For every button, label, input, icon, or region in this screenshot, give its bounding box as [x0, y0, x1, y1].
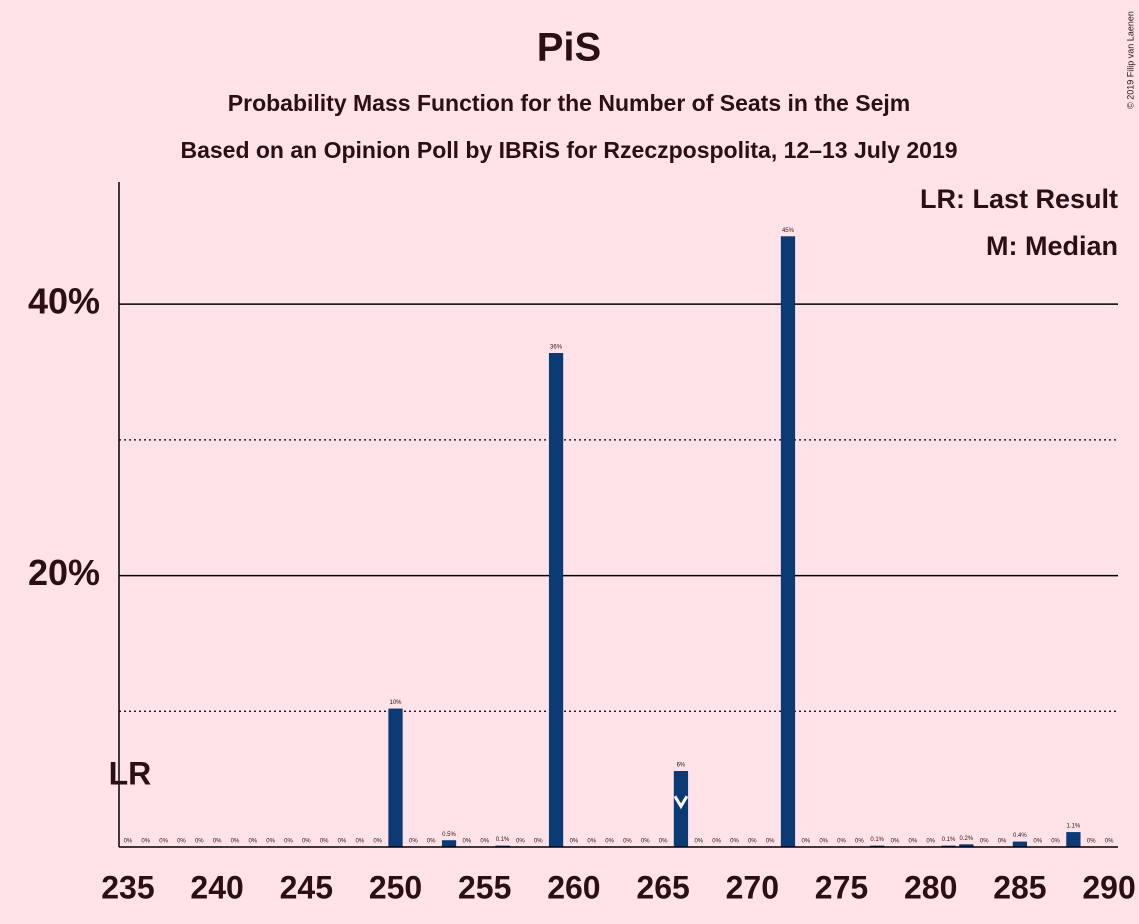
- value-label: 0%: [248, 839, 257, 845]
- value-label: 0%: [855, 839, 864, 845]
- value-label: 0%: [266, 839, 275, 845]
- x-tick-label: 275: [815, 869, 868, 905]
- value-label: 0%: [480, 839, 489, 845]
- value-label: 45%: [782, 228, 795, 234]
- value-label: 0%: [891, 839, 900, 845]
- x-tick-label: 245: [280, 869, 333, 905]
- value-label: 0%: [587, 839, 596, 845]
- x-tick-label: 265: [636, 869, 689, 905]
- value-label: 0%: [980, 839, 989, 845]
- x-tick-label: 260: [547, 869, 600, 905]
- value-label: 0%: [766, 839, 775, 845]
- value-label: 0.4%: [1013, 833, 1027, 839]
- value-label: 0%: [284, 839, 293, 845]
- value-label: 0.5%: [442, 832, 456, 838]
- value-label: 0%: [641, 839, 650, 845]
- value-label: 36%: [550, 345, 563, 351]
- value-label: 0%: [570, 839, 579, 845]
- copyright: © 2019 Filip van Laenen: [1125, 11, 1135, 109]
- x-tick-label: 255: [458, 869, 511, 905]
- x-tick-label: 250: [369, 869, 422, 905]
- bar: [441, 840, 457, 847]
- value-label: 0%: [141, 839, 150, 845]
- bar: [780, 236, 796, 848]
- value-label: 0%: [819, 839, 828, 845]
- value-label: 0%: [320, 839, 329, 845]
- value-label: 0%: [338, 839, 347, 845]
- value-label: 0%: [801, 839, 810, 845]
- value-label: 0.1%: [870, 837, 884, 843]
- value-label: 0%: [659, 839, 668, 845]
- bar: [959, 844, 974, 847]
- bar: [1066, 832, 1081, 847]
- value-label: 0%: [712, 839, 721, 845]
- value-label: 0%: [748, 839, 757, 845]
- value-label: 0%: [409, 839, 418, 845]
- y-tick-label: 20%: [28, 552, 100, 593]
- value-label: 0.2%: [960, 836, 974, 842]
- value-label: 0%: [516, 839, 525, 845]
- value-label: 0%: [1033, 839, 1042, 845]
- value-label: 0%: [623, 839, 632, 845]
- value-label: 0%: [534, 839, 543, 845]
- y-tick-label: 40%: [28, 281, 100, 322]
- x-tick-label: 235: [101, 869, 154, 905]
- value-label: 0%: [177, 839, 186, 845]
- value-label: 6%: [677, 763, 686, 769]
- value-label: 0%: [998, 839, 1007, 845]
- x-tick-label: 270: [726, 869, 779, 905]
- value-label: 0%: [605, 839, 614, 845]
- median-marker: [673, 795, 689, 810]
- value-label: 0%: [730, 839, 739, 845]
- value-label: 0%: [195, 839, 204, 845]
- value-label: 0%: [694, 839, 703, 845]
- chart-title: PiS: [537, 26, 601, 70]
- bar: [548, 353, 564, 847]
- legend-entry: M: Median: [986, 231, 1118, 261]
- value-label: 0%: [302, 839, 311, 845]
- value-label: 0%: [1051, 839, 1060, 845]
- value-label: 0%: [1105, 839, 1114, 845]
- value-label: 0%: [355, 839, 364, 845]
- value-label: 0%: [159, 839, 168, 845]
- x-tick-label: 285: [993, 869, 1046, 905]
- legend-entry: LR: Last Result: [920, 184, 1118, 214]
- value-label: 0.1%: [496, 837, 510, 843]
- chart-subtitle: Based on an Opinion Poll by IBRiS for Rz…: [180, 137, 957, 163]
- value-label: 0%: [213, 839, 222, 845]
- value-label: 0%: [231, 839, 240, 845]
- value-label: 0%: [373, 839, 382, 845]
- value-label: 0%: [1087, 839, 1096, 845]
- value-label: 0%: [427, 839, 436, 845]
- bar: [388, 708, 403, 847]
- last-result-marker: LR: [109, 755, 152, 791]
- value-label: 0%: [837, 839, 846, 845]
- value-label: 0%: [926, 839, 935, 845]
- x-tick-label: 290: [1082, 869, 1135, 905]
- value-label: 0.1%: [942, 837, 956, 843]
- bar: [1012, 841, 1028, 847]
- chart-subtitle: Probability Mass Function for the Number…: [228, 90, 910, 116]
- value-label: 0%: [124, 839, 133, 845]
- x-tick-label: 280: [904, 869, 957, 905]
- value-label: 0%: [463, 839, 472, 845]
- value-label: 0%: [909, 839, 918, 845]
- x-tick-label: 240: [190, 869, 243, 905]
- value-label: 1.1%: [1067, 824, 1081, 830]
- value-label: 10%: [390, 700, 403, 706]
